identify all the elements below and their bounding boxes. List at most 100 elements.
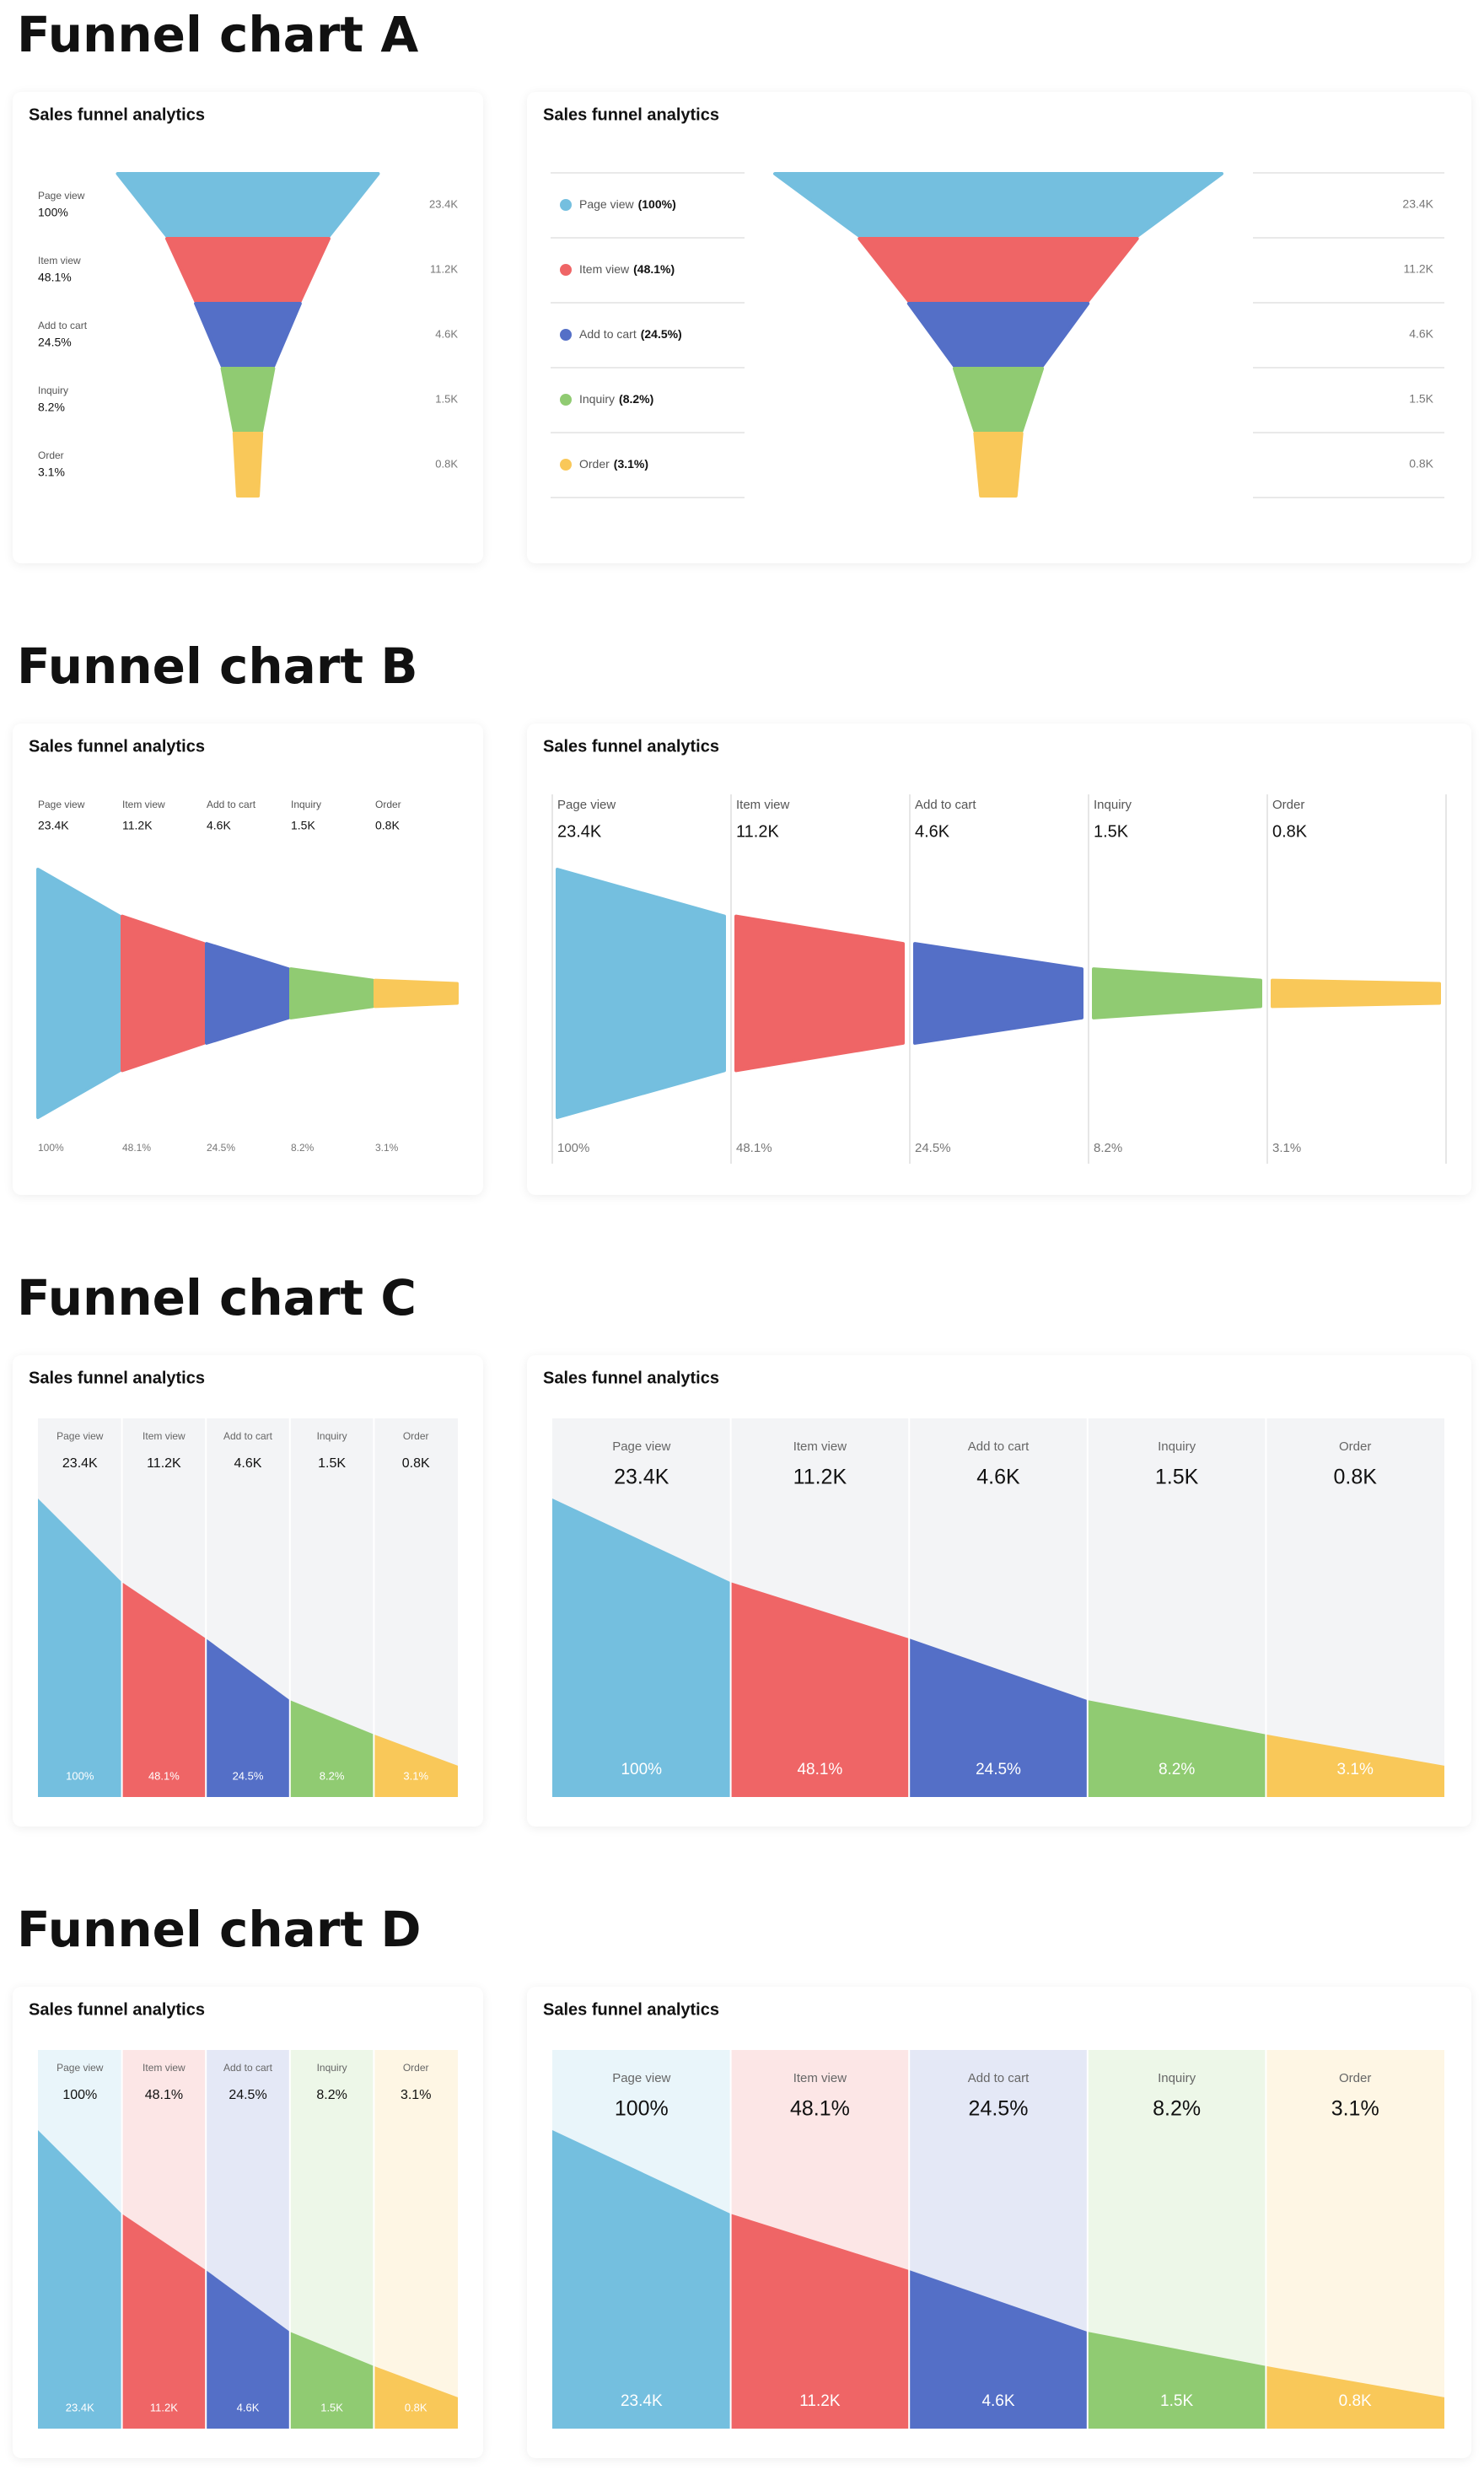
category-label: Order	[375, 799, 401, 810]
category-label: Inquiry	[1158, 1439, 1196, 1454]
column-background	[1266, 2050, 1444, 2429]
funnel-area	[289, 1700, 374, 1797]
chart-card: Sales funnel analytics Page view 100% 23.4K…	[527, 1987, 1471, 2458]
legend-percent: (24.5%)	[641, 327, 682, 341]
value-label: 1.5K	[435, 392, 458, 405]
funnel-stage	[1092, 967, 1262, 1020]
category-label: Inquiry	[317, 2062, 347, 2074]
header-value: 8.2%	[316, 2088, 347, 2102]
header-value: 48.1%	[790, 2097, 850, 2121]
value-label: 1.5K	[1409, 392, 1433, 406]
bottom-label: 23.4K	[621, 2392, 663, 2410]
chart-title: Sales funnel analytics	[543, 737, 719, 756]
header-value: 4.6K	[976, 1466, 1020, 1489]
category-label: Order	[1272, 798, 1304, 812]
percent-label: 100%	[38, 1142, 64, 1154]
section-heading: Funnel chart C	[17, 1269, 417, 1326]
bottom-label: 11.2K	[150, 2401, 178, 2413]
category-label: Item view	[736, 798, 790, 812]
header-value: 8.2%	[1153, 2097, 1201, 2121]
value-label: 4.6K	[1409, 327, 1433, 341]
funnel-area	[374, 1734, 458, 1797]
bottom-label: 8.2%	[320, 1769, 345, 1782]
section-heading: Funnel chart D	[17, 1901, 422, 1958]
funnel-area	[1087, 1700, 1266, 1797]
value-label: 11.2K	[1403, 262, 1433, 276]
chart: Sales funnel analytics Page view 23.4K 100%…	[29, 1369, 458, 1797]
funnel-area	[374, 2365, 458, 2429]
chart-title: Sales funnel analytics	[29, 737, 205, 756]
value-label: 0.8K	[1409, 457, 1433, 471]
bottom-label: 24.5%	[233, 1769, 264, 1782]
category-label: Page view	[38, 190, 85, 202]
value-label: 4.6K	[915, 822, 950, 841]
value-label: 23.4K	[1402, 197, 1433, 211]
chart-title: Sales funnel analytics	[543, 105, 719, 124]
percent-label: 100%	[38, 206, 68, 219]
funnel-area	[206, 2270, 290, 2429]
category-label: Add to cart	[38, 320, 88, 331]
chart: Sales funnel analytics Page view 100% 23.4K…	[29, 2000, 458, 2429]
funnel-area	[730, 2214, 910, 2429]
funnel-area	[1266, 2365, 1444, 2429]
value-label: 0.8K	[435, 457, 458, 470]
chart-title: Sales funnel analytics	[29, 105, 205, 124]
chart: Sales funnel analytics Page view 23.4K 100%…	[543, 737, 1447, 1164]
percent-label: 3.1%	[375, 1142, 399, 1154]
category-label: Add to cart	[223, 2062, 273, 2074]
category-label: Inquiry	[317, 1430, 347, 1442]
header-value: 23.4K	[62, 1456, 98, 1471]
funnel-stage	[116, 172, 380, 238]
value-label: 11.2K	[122, 819, 153, 832]
chart-card: Sales funnel analytics Page view 23.4K 100%…	[527, 1355, 1471, 1827]
funnel-area	[1087, 2332, 1266, 2429]
percent-label: 24.5%	[207, 1142, 235, 1154]
legend-dot	[560, 329, 572, 341]
category-label: Order	[1339, 1439, 1371, 1454]
category-label: Order	[403, 2062, 429, 2074]
percent-label: 100%	[557, 1141, 589, 1155]
value-label: 1.5K	[1094, 822, 1129, 841]
column-background	[374, 2050, 458, 2429]
value-label: 23.4K	[557, 822, 602, 841]
legend-percent: (48.1%)	[633, 262, 675, 276]
funnel-area	[289, 2332, 374, 2429]
category-label: Add to cart	[968, 1439, 1030, 1454]
legend-dot	[560, 459, 572, 471]
chart: Sales funnel analytics Page view 100% 23.4K…	[543, 2000, 1444, 2429]
header-value: 0.8K	[402, 1456, 430, 1471]
percent-label: 24.5%	[38, 336, 72, 349]
header-value: 3.1%	[401, 2088, 431, 2102]
header-value: 100%	[615, 2097, 669, 2121]
bottom-label: 0.8K	[405, 2401, 427, 2413]
header-value: 23.4K	[614, 1466, 669, 1489]
legend-dot	[560, 264, 572, 276]
funnel-stage	[194, 302, 302, 368]
chart-card: Sales funnel analytics Page view 100% 23.4K…	[13, 92, 483, 563]
header-value: 4.6K	[234, 1456, 262, 1471]
category-label: Add to cart	[915, 798, 976, 812]
chart-title: Sales funnel analytics	[543, 2000, 719, 2019]
category-label: Page view	[612, 2071, 670, 2085]
bottom-label: 3.1%	[403, 1769, 428, 1782]
category-label: Add to cart	[207, 799, 256, 810]
header-value: 0.8K	[1333, 1466, 1377, 1489]
funnel-stage	[556, 868, 726, 1119]
value-label: 23.4K	[38, 819, 69, 832]
legend-label: Item view (48.1%)	[579, 262, 675, 276]
section-heading: Funnel chart A	[17, 6, 419, 63]
chart: Sales funnel analytics Page view 23.4K 100%…	[543, 1369, 1444, 1797]
header-value: 3.1%	[1331, 2097, 1379, 2121]
header-value: 1.5K	[318, 1456, 346, 1471]
percent-label: 24.5%	[915, 1141, 951, 1155]
category-label: Inquiry	[1094, 798, 1132, 812]
funnel-stage	[906, 302, 1090, 368]
chart: Sales funnel analytics Page view (100%) 23.…	[543, 105, 1444, 498]
funnel-area	[121, 1582, 207, 1797]
value-label: 11.2K	[736, 822, 779, 841]
funnel-area	[730, 1582, 910, 1797]
legend-dot	[560, 394, 572, 406]
legend-category: Item view	[579, 262, 630, 276]
legend-label: Order (3.1%)	[579, 457, 648, 471]
